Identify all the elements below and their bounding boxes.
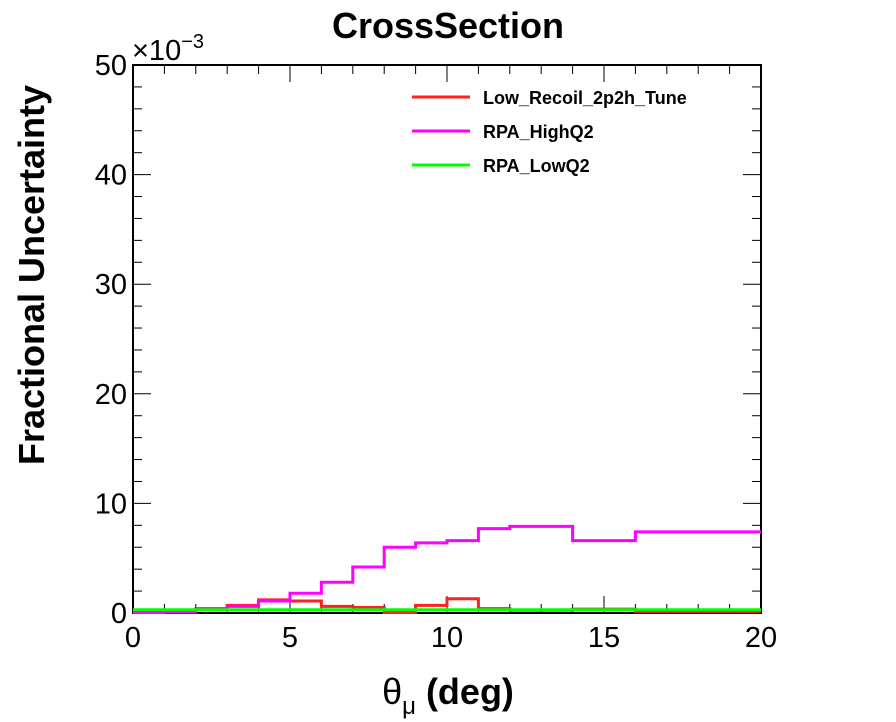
y-tick-label: 40 (95, 160, 127, 192)
x-tick-label: 5 (282, 622, 298, 654)
legend-label: RPA_LowQ2 (483, 156, 590, 176)
legend-label: RPA_HighQ2 (483, 122, 594, 142)
y-tick-label: 10 (95, 488, 127, 520)
x-tick-label: 15 (588, 622, 620, 654)
y-tick-label: 50 (95, 50, 127, 82)
y-axis-multiplier: ×10−3 (132, 31, 204, 67)
y-tick-label: 0 (111, 598, 127, 630)
y-axis-multiplier-base: ×10 (132, 35, 181, 67)
legend-label: Low_Recoil_2p2h_Tune (483, 88, 687, 108)
plot-area: 0 5 10 15 20 0 10 20 30 40 50 (95, 50, 777, 654)
y-tick-label: 20 (95, 379, 127, 411)
y-axis-multiplier-exponent: −3 (181, 31, 204, 53)
x-axis-subscript: μ (402, 693, 416, 720)
x-tick-label: 0 (125, 622, 141, 654)
x-axis-label: θμ (deg) (382, 671, 514, 720)
legend: Low_Recoil_2p2h_Tune RPA_HighQ2 RPA_LowQ2 (412, 88, 687, 176)
y-tick-label: 30 (95, 269, 127, 301)
x-tick-label: 20 (745, 622, 777, 654)
y-axis-label: Fractional Uncertainty (11, 85, 52, 465)
x-tick-label: 10 (431, 622, 463, 654)
chart-title: CrossSection (332, 5, 564, 46)
x-axis-unit: (deg) (426, 671, 514, 712)
x-axis-symbol: θ (382, 671, 402, 712)
